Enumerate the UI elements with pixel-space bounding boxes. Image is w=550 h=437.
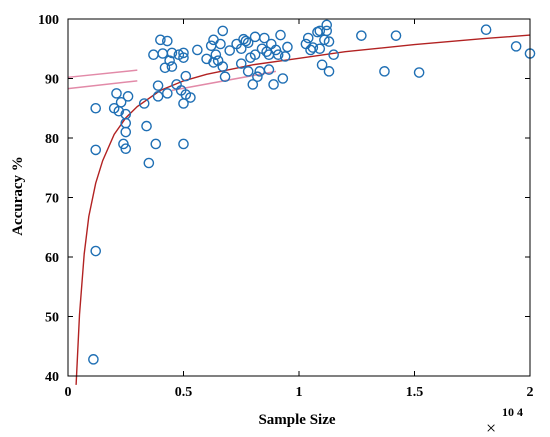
data-point-47 [217,61,229,72]
data-point-82 [314,25,326,37]
data-point-74 [277,73,289,84]
y-tick-label-6: 100 [38,13,59,28]
data-point-19 [152,91,164,102]
data-point-57 [242,66,254,77]
y-tick-label-1: 50 [45,311,59,326]
data-point-17 [148,49,159,61]
data-point-86 [321,19,333,31]
data-point-83 [314,43,326,55]
data-point-90 [328,49,339,61]
data-point-49 [219,71,231,83]
data-point-41 [205,40,217,52]
x-tick-label-3: 1.5 [406,385,424,400]
x-tick-label-2: 1 [296,385,303,400]
data-point-96 [510,41,522,52]
data-point-50 [224,45,235,56]
data-point-34 [178,138,189,150]
data-point-84 [316,59,328,71]
data-point-7 [115,97,127,108]
data-point-92 [379,66,390,77]
data-point-14 [138,98,150,109]
data-point-32 [178,52,189,63]
data-point-24 [162,35,173,47]
data-point-1 [90,245,102,257]
data-point-53 [235,43,247,55]
data-point-89 [323,66,335,77]
data-point-16 [143,157,155,169]
y-tick-label-2: 60 [45,251,59,266]
data-point-70 [268,79,279,90]
data-point-3 [90,102,102,114]
data-point-38 [185,92,196,103]
data-point-46 [215,38,226,50]
data-point-73 [275,29,286,41]
data-point-25 [162,88,173,99]
data-point-20 [152,80,164,91]
data-point-91 [356,30,367,41]
data-point-42 [208,34,219,46]
data-point-21 [155,34,166,46]
data-point-52 [235,58,247,69]
data-point-10 [120,126,132,138]
axis-ticks [67,18,531,377]
data-point-95 [480,24,492,36]
data-point-44 [210,49,222,61]
y-tick-label-3: 70 [45,192,59,207]
data-point-67 [263,64,275,75]
y-tick-label-0: 40 [45,370,59,385]
data-point-79 [305,44,316,56]
data-point-5 [111,88,122,99]
data-point-9 [120,143,132,155]
data-point-55 [240,35,252,47]
fit-curve-layer [75,34,531,385]
x-exponent-multiplier: × [486,418,496,437]
y-tick-label-4: 80 [45,132,59,147]
data-point-87 [321,25,333,37]
data-point-0 [88,354,99,365]
data-point-12 [120,108,132,120]
data-point-76 [282,41,293,53]
fit-curve [75,34,531,385]
x-axis-label: Sample Size [258,412,335,428]
data-point-37 [180,70,192,82]
data-point-93 [390,30,402,41]
highlight-line-1 [67,69,138,79]
data-point-18 [150,138,162,150]
y-tick-label-5: 90 [45,73,59,88]
data-point-62 [252,71,263,83]
plot-frame [67,18,531,377]
data-points [88,19,536,365]
data-point-43 [208,57,219,68]
data-point-94 [413,67,425,78]
data-point-48 [217,25,229,37]
data-point-75 [279,51,291,62]
y-axis-label: Accuracy % [10,156,26,236]
data-point-61 [249,49,261,61]
highlight-line-0 [67,80,138,90]
data-point-56 [242,37,254,49]
data-point-60 [249,31,261,43]
data-point-2 [90,144,102,156]
data-point-78 [302,32,314,44]
data-point-59 [247,79,259,90]
data-point-80 [307,42,319,53]
data-point-65 [259,32,270,44]
data-point-72 [272,49,284,61]
data-point-28 [166,47,178,59]
x-tick-label-0: 0 [65,385,72,400]
data-point-33 [178,47,189,59]
data-point-69 [265,38,277,50]
data-point-15 [141,120,152,132]
data-point-13 [122,91,134,102]
x-exponent-power: 10 4 [502,405,523,419]
x-tick-label-4: 2 [527,385,534,400]
data-point-26 [164,55,175,66]
data-point-88 [323,36,335,47]
data-point-27 [166,61,178,72]
data-point-39 [192,44,203,56]
tick-labels: 0 0.5 1 1.5 2 40 50 60 70 80 90 100 [38,13,534,400]
x-tick-label-1: 0.5 [175,385,193,400]
data-point-22 [157,48,169,59]
